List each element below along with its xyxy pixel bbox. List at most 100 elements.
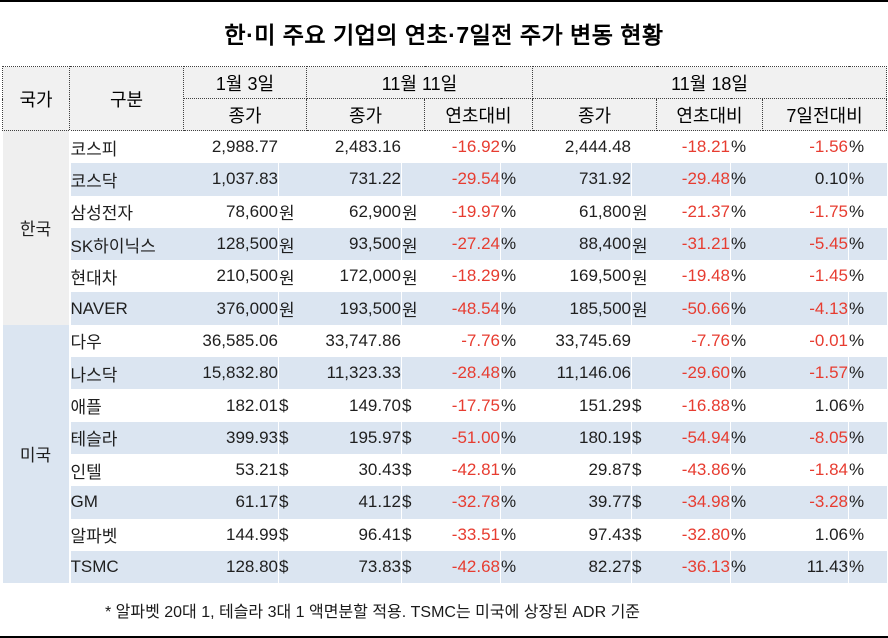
value-cell: 36,585.06 xyxy=(202,330,278,350)
unit-cell: $ xyxy=(278,389,307,422)
value-cell: -1.56 xyxy=(809,137,848,157)
value-cell: -51.00 xyxy=(424,421,501,454)
unit-cell: % xyxy=(730,550,763,584)
value-cell: -42.68 xyxy=(424,550,501,584)
value-cell: 1,037.83 xyxy=(183,163,279,196)
value-cell: -32.78 xyxy=(424,486,501,519)
value-cell: 144.99 xyxy=(226,524,278,544)
unit-cell xyxy=(278,163,307,196)
unit-cell: % xyxy=(730,453,763,487)
stock-name-cell: GM xyxy=(69,486,184,519)
unit-cell: % xyxy=(730,389,763,422)
value-cell: 88,400 xyxy=(532,227,632,261)
stock-name-cell: 다우 xyxy=(70,333,102,353)
value-cell: -1.57 xyxy=(762,357,849,390)
unit-cell: $ xyxy=(401,421,425,454)
table-body: 한국 코스피 2,988.77 2,483.16 -16.92% 2,444.48 -18.… xyxy=(2,130,887,584)
value-cell: 151.29 xyxy=(579,395,631,415)
value-cell: -42.81 xyxy=(451,460,500,480)
unit-cell: % xyxy=(730,195,763,228)
value-cell: 376,000 xyxy=(183,292,279,325)
unit-cell: 원 xyxy=(278,195,307,228)
value-cell: 172,000 xyxy=(339,266,401,286)
value-cell: -43.86 xyxy=(681,460,730,480)
value-cell: -5.45 xyxy=(762,227,849,261)
unit-cell: % xyxy=(500,518,533,551)
header-nov11-close: 종가 xyxy=(306,98,425,131)
value-cell: 180.19 xyxy=(532,421,632,454)
header-category: 구분 xyxy=(69,66,184,131)
value-cell: 2,988.77 xyxy=(211,137,278,157)
unit-cell: $ xyxy=(401,518,425,551)
value-cell: -27.24 xyxy=(424,227,501,261)
unit-cell: $ xyxy=(631,550,657,584)
country-cell: 미국 xyxy=(2,324,71,584)
header-nov11-vs-start: 연초대비 xyxy=(424,98,533,131)
value-cell: 193,500 xyxy=(306,292,402,325)
value-cell: 62,900 xyxy=(349,201,401,221)
unit-cell: % xyxy=(847,518,887,551)
value-cell: -29.54 xyxy=(424,163,501,196)
unit-cell: % xyxy=(730,518,763,551)
value-cell: 1.06 xyxy=(814,524,848,544)
value-cell: -33.51 xyxy=(451,524,500,544)
value-cell: 195.97 xyxy=(306,421,402,454)
unit-cell xyxy=(278,357,307,390)
unit-cell: $ xyxy=(401,550,425,584)
value-cell: -32.80 xyxy=(681,524,730,544)
value-cell: -4.13 xyxy=(762,292,849,325)
value-cell: 29.87 xyxy=(588,460,631,480)
unit-cell: $ xyxy=(401,453,425,487)
bottom-rule xyxy=(0,636,888,638)
unit-cell: % xyxy=(847,357,887,390)
header-jan3: 1월 3일 xyxy=(183,66,307,99)
value-cell: -34.98 xyxy=(656,486,731,519)
value-cell: 53.21 xyxy=(235,460,278,480)
unit-cell: % xyxy=(847,195,887,228)
stock-name-cell: 애플 xyxy=(70,398,102,418)
unit-cell: % xyxy=(730,130,763,164)
header-nov18-vs-7d: 7일전대비 xyxy=(761,98,888,131)
value-cell: -1.45 xyxy=(809,266,848,286)
value-cell: -29.60 xyxy=(656,357,731,390)
value-cell: 11,146.06 xyxy=(532,357,632,390)
table-row: NAVER 376,000 원 193,500 원 -48.54% 185,500 원 -50.… xyxy=(3,292,887,325)
value-cell: 93,500 xyxy=(306,227,402,261)
unit-cell: $ xyxy=(278,421,307,454)
value-cell: 78,600 xyxy=(226,201,278,221)
table-row: 삼성전자 78,600 원 62,900 원 -19.97% 61,800 원 -21.37% -… xyxy=(3,195,887,228)
unit-cell: 원 xyxy=(278,227,307,261)
stock-name-cell: 코스닥 xyxy=(69,163,184,196)
unit-cell: % xyxy=(847,421,887,454)
table-row: GM 61.17 $41.12 $ -32.78% 39.77 $ -34.98% -3.28% xyxy=(3,486,887,519)
stock-name-cell: 코스피 xyxy=(70,139,118,159)
unit-cell: % xyxy=(730,227,763,261)
country-cell: 한국 xyxy=(2,130,71,325)
value-cell: 41.12 xyxy=(306,486,402,519)
value-cell: -7.76 xyxy=(691,330,730,350)
table-header: 국가 구분 1월 3일 11월 11일 11월 18일 종가 종가 연초대비 종… xyxy=(2,66,888,131)
unit-cell xyxy=(631,357,657,390)
unit-cell: 원 xyxy=(631,227,657,261)
unit-cell xyxy=(401,357,425,390)
header-nov11: 11월 11일 xyxy=(306,66,533,99)
stock-table: 국가 구분 1월 3일 11월 11일 11월 18일 종가 종가 연초대비 종… xyxy=(2,66,888,584)
value-cell: -0.01 xyxy=(809,330,848,350)
value-cell: 1.06 xyxy=(814,395,848,415)
value-cell: -48.54 xyxy=(424,292,501,325)
value-cell: 39.77 xyxy=(532,486,632,519)
value-cell: 61,800 xyxy=(579,201,631,221)
table-row: 애플 182.01 $149.70 $ -17.75% 151.29 $ -16.88% 1.0… xyxy=(3,389,887,422)
unit-cell: $ xyxy=(631,421,657,454)
value-cell: -36.13 xyxy=(656,550,731,584)
unit-cell: % xyxy=(847,130,887,164)
value-cell: -8.05 xyxy=(762,421,849,454)
value-cell: -18.29 xyxy=(451,266,500,286)
value-cell: 128.80 xyxy=(183,550,279,584)
unit-cell: $ xyxy=(278,550,307,584)
unit-cell: % xyxy=(500,324,533,358)
header-country: 국가 xyxy=(2,66,70,131)
value-cell: 399.93 xyxy=(183,421,279,454)
value-cell: 61.17 xyxy=(183,486,279,519)
